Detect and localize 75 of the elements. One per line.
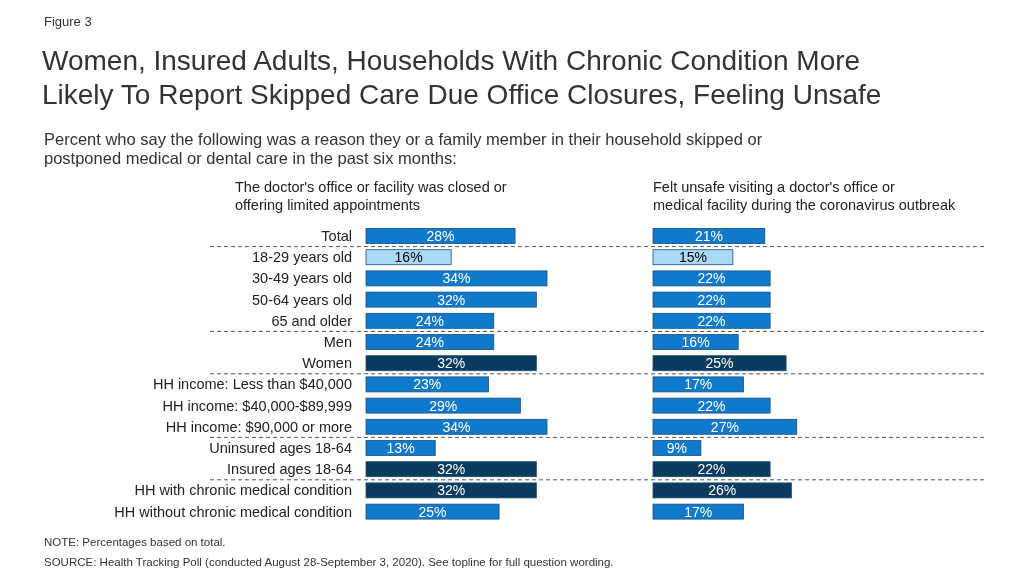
data-label: 32% bbox=[437, 461, 466, 478]
chart-title: Felt unsafe visiting a doctor's office or medical facility during the coronavirus outbreak bbox=[653, 179, 956, 213]
y-tick-label: Men bbox=[323, 334, 352, 351]
data-label: 9% bbox=[666, 440, 688, 457]
bar bbox=[652, 376, 744, 393]
data-label: 16% bbox=[681, 334, 710, 351]
data-label: 22% bbox=[697, 291, 726, 308]
bar bbox=[652, 461, 771, 478]
y-tick-label: HH income: Less than $40,000 bbox=[152, 376, 352, 393]
y-tick-label: 50-64 years old bbox=[252, 291, 352, 308]
bar bbox=[365, 418, 548, 435]
bar bbox=[365, 270, 548, 287]
data-label: 34% bbox=[442, 270, 471, 287]
bar bbox=[652, 249, 734, 266]
data-label: 34% bbox=[442, 418, 471, 435]
bar bbox=[365, 228, 516, 244]
y-tick-label: 30-49 years old bbox=[252, 270, 352, 287]
data-label: 22% bbox=[697, 312, 726, 329]
y-tick-label: 65 and older bbox=[271, 312, 353, 329]
data-label: 17% bbox=[684, 503, 713, 520]
source-note: SOURCE: Health Tracking Poll (conducted August 28-September 3, 2020). See topline for full question wording. bbox=[44, 556, 614, 568]
bar bbox=[652, 397, 771, 414]
data-label: 29% bbox=[429, 397, 458, 414]
data-label: 32% bbox=[437, 482, 466, 499]
chart-title: The doctor's office or facility was closed or offering limited appointments bbox=[235, 179, 507, 213]
bar bbox=[365, 312, 495, 329]
data-label: 27% bbox=[710, 418, 739, 435]
data-label: 22% bbox=[697, 397, 726, 414]
bar bbox=[652, 482, 792, 499]
bar bbox=[652, 291, 771, 308]
bar bbox=[365, 482, 537, 499]
data-label: 28% bbox=[426, 228, 455, 245]
y-tick-label: Women bbox=[302, 355, 352, 372]
data-label: 15% bbox=[678, 249, 707, 266]
y-tick-label: HH without chronic medical condition bbox=[114, 503, 352, 520]
data-label: 32% bbox=[437, 291, 466, 308]
data-label: 21% bbox=[694, 228, 723, 245]
caption: Figure 3 bbox=[44, 14, 92, 29]
bar bbox=[652, 270, 771, 287]
bar bbox=[365, 503, 500, 520]
data-label: 26% bbox=[708, 482, 737, 499]
y-tick-label: HH with chronic medical condition bbox=[134, 482, 352, 499]
y-tick-label: Insured ages 18-64 bbox=[227, 461, 352, 478]
bar bbox=[365, 355, 537, 372]
bar bbox=[652, 228, 766, 244]
bar bbox=[365, 334, 495, 350]
data-label: 16% bbox=[394, 249, 423, 266]
y-tick-label: Uninsured ages 18-64 bbox=[209, 440, 352, 457]
data-label: 24% bbox=[415, 312, 444, 329]
text: Percent who say the following was a reason they or a family member in their household skipped or postponed medical or dental care in the past six months: bbox=[44, 130, 763, 167]
text: NOTE: Percentages based on total. bbox=[44, 536, 226, 548]
y-tick-label: 18-29 years old bbox=[252, 249, 352, 266]
bar bbox=[365, 376, 489, 393]
data-label: 25% bbox=[418, 503, 447, 520]
bar bbox=[365, 249, 452, 266]
bar bbox=[365, 291, 537, 308]
data-label: 13% bbox=[386, 440, 415, 457]
data-label: 22% bbox=[697, 461, 726, 478]
data-label: 32% bbox=[437, 355, 466, 372]
bar bbox=[365, 397, 521, 414]
data-label: 22% bbox=[697, 270, 726, 287]
bar bbox=[652, 418, 798, 435]
bar bbox=[652, 355, 787, 372]
bar bbox=[652, 503, 744, 520]
y-tick-label: HH income: $90,000 or more bbox=[165, 418, 352, 435]
data-label: 23% bbox=[413, 376, 442, 393]
data-label: 24% bbox=[415, 334, 444, 351]
y-tick-label: HH income: $40,000-$89,999 bbox=[162, 397, 352, 414]
text: Women, Insured Adults, Households With Chronic Condition More Likely To Report Skipped Care Due Office Closures, Feeling Unsafe bbox=[42, 45, 882, 110]
y-tick-label: Total bbox=[321, 228, 352, 245]
bar bbox=[652, 312, 771, 329]
bar bbox=[652, 334, 739, 350]
bar bbox=[365, 461, 537, 478]
data-label: 17% bbox=[684, 376, 713, 393]
data-label: 25% bbox=[705, 355, 734, 372]
